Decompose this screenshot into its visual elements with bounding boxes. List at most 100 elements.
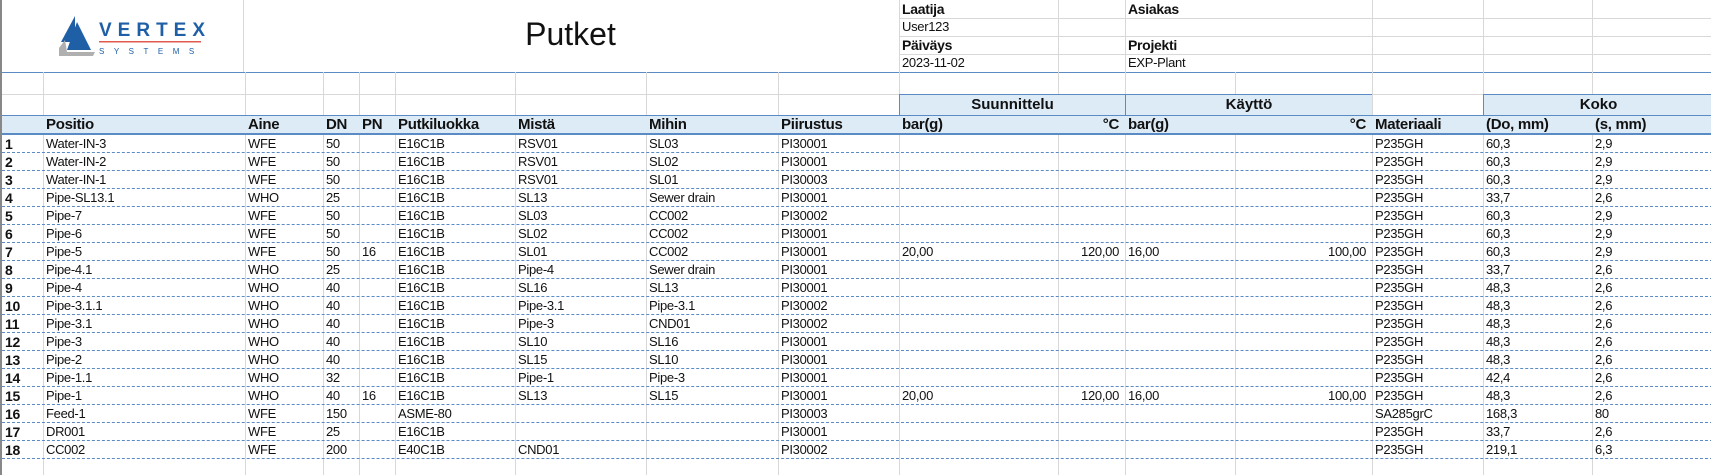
table-cell[interactable]: 48,3	[1486, 352, 1511, 367]
table-cell[interactable]: SL02	[649, 154, 679, 169]
table-cell[interactable]: Pipe-6	[46, 226, 82, 241]
table-cell[interactable]: PI30001	[781, 280, 828, 295]
column-header[interactable]: °C	[1349, 116, 1367, 133]
column-header[interactable]: (Do, mm)	[1486, 116, 1549, 133]
table-cell[interactable]: PI30001	[781, 262, 828, 277]
table-cell[interactable]: 50	[326, 244, 340, 259]
table-cell[interactable]: Water-IN-1	[46, 172, 107, 187]
table-cell[interactable]: CC002	[649, 244, 688, 259]
table-cell[interactable]: CC002	[649, 208, 688, 223]
table-cell[interactable]: 40	[326, 388, 340, 403]
table-cell[interactable]: PI30002	[781, 208, 828, 223]
table-cell[interactable]: SL13	[649, 280, 679, 295]
table-cell[interactable]: PI30001	[781, 424, 828, 439]
table-cell[interactable]: Pipe-4.1	[46, 262, 93, 277]
table-cell[interactable]: P235GH	[1375, 208, 1424, 223]
table-cell[interactable]: 50	[326, 226, 340, 241]
column-header[interactable]: Positio	[46, 116, 94, 133]
table-cell[interactable]: 40	[326, 280, 340, 295]
table-cell[interactable]: WFE	[248, 244, 276, 259]
table-cell[interactable]: Pipe-3.1.1	[46, 298, 103, 313]
table-cell[interactable]: 2,6	[1595, 370, 1613, 385]
row-number[interactable]: 7	[5, 244, 13, 260]
table-cell[interactable]: Pipe-3.1	[649, 298, 696, 313]
table-cell[interactable]: Pipe-7	[46, 208, 82, 223]
table-cell[interactable]: SL01	[518, 244, 548, 259]
table-cell[interactable]: 16	[362, 244, 376, 259]
table-cell[interactable]: Pipe-4	[46, 280, 82, 295]
table-cell[interactable]: Sewer drain	[649, 190, 716, 205]
table-cell[interactable]: WFE	[248, 442, 276, 457]
table-cell[interactable]: E40C1B	[398, 442, 445, 457]
table-cell[interactable]: WFE	[248, 424, 276, 439]
table-cell[interactable]: P235GH	[1375, 442, 1424, 457]
table-cell[interactable]: P235GH	[1375, 352, 1424, 367]
table-cell[interactable]: 2,9	[1595, 154, 1613, 169]
table-cell[interactable]: E16C1B	[398, 172, 445, 187]
table-cell[interactable]: 33,7	[1486, 424, 1511, 439]
table-cell[interactable]: 2,9	[1595, 226, 1613, 241]
table-cell[interactable]: SL02	[518, 226, 548, 241]
row-number[interactable]: 16	[5, 406, 20, 422]
row-number[interactable]: 10	[5, 298, 20, 314]
table-cell[interactable]: E16C1B	[398, 424, 445, 439]
table-cell[interactable]: 25	[326, 262, 340, 277]
table-cell[interactable]: WHO	[248, 388, 279, 403]
table-cell[interactable]: PI30001	[781, 226, 828, 241]
row-number[interactable]: 15	[5, 388, 20, 404]
table-cell[interactable]: 60,3	[1486, 208, 1511, 223]
table-cell[interactable]: E16C1B	[398, 244, 445, 259]
row-number[interactable]: 14	[5, 370, 20, 386]
table-cell[interactable]: WFE	[248, 172, 276, 187]
table-cell[interactable]: PI30001	[781, 334, 828, 349]
table-cell[interactable]: P235GH	[1375, 136, 1424, 151]
table-cell[interactable]: Sewer drain	[649, 262, 716, 277]
table-cell[interactable]: 2,6	[1595, 424, 1613, 439]
table-cell[interactable]: PI30001	[781, 244, 828, 259]
table-cell[interactable]: 6,3	[1595, 442, 1613, 457]
table-cell[interactable]: 60,3	[1486, 226, 1511, 241]
row-number[interactable]: 13	[5, 352, 20, 368]
table-cell[interactable]: RSV01	[518, 172, 558, 187]
table-cell[interactable]: 33,7	[1486, 190, 1511, 205]
table-cell[interactable]: 60,3	[1486, 172, 1511, 187]
table-cell[interactable]: 50	[326, 208, 340, 223]
table-cell[interactable]: RSV01	[518, 154, 558, 169]
table-cell[interactable]: PI30001	[781, 190, 828, 205]
table-cell[interactable]: SL16	[518, 280, 548, 295]
table-cell[interactable]: PI30001	[781, 352, 828, 367]
table-cell[interactable]: P235GH	[1375, 244, 1424, 259]
table-cell[interactable]: CC002	[649, 226, 688, 241]
table-cell[interactable]: 219,1	[1486, 442, 1518, 457]
table-cell[interactable]: Pipe-3	[649, 370, 685, 385]
table-cell[interactable]: 16	[362, 388, 376, 403]
table-cell[interactable]: 2,6	[1595, 190, 1613, 205]
table-cell[interactable]: 50	[326, 136, 340, 151]
table-cell[interactable]: 2,6	[1595, 262, 1613, 277]
table-cell[interactable]: 2,9	[1595, 172, 1613, 187]
row-number[interactable]: 6	[5, 226, 13, 242]
table-cell[interactable]: Feed-1	[46, 406, 86, 421]
table-cell[interactable]: E16C1B	[398, 280, 445, 295]
table-cell[interactable]: SL10	[518, 334, 548, 349]
row-number[interactable]: 5	[5, 208, 13, 224]
table-cell[interactable]: E16C1B	[398, 370, 445, 385]
table-cell[interactable]: 60,3	[1486, 244, 1511, 259]
table-cell[interactable]: P235GH	[1375, 370, 1424, 385]
table-cell[interactable]: 60,3	[1486, 136, 1511, 151]
table-cell[interactable]: CND01	[518, 442, 560, 457]
table-cell[interactable]: Pipe-1	[518, 370, 554, 385]
table-cell[interactable]: SL15	[649, 388, 679, 403]
table-cell[interactable]: WHO	[248, 370, 279, 385]
table-cell[interactable]: E16C1B	[398, 226, 445, 241]
table-cell[interactable]: 100,00	[1328, 388, 1366, 403]
table-cell[interactable]: Pipe-SL13.1	[46, 190, 115, 205]
column-header[interactable]: Materiaali	[1375, 116, 1442, 133]
column-header[interactable]: Aine	[248, 116, 280, 133]
table-cell[interactable]: 32	[326, 370, 340, 385]
table-cell[interactable]: SL16	[649, 334, 679, 349]
row-number[interactable]: 11	[5, 316, 20, 332]
row-number[interactable]: 1	[5, 136, 13, 152]
table-cell[interactable]: 120,00	[1081, 244, 1119, 259]
